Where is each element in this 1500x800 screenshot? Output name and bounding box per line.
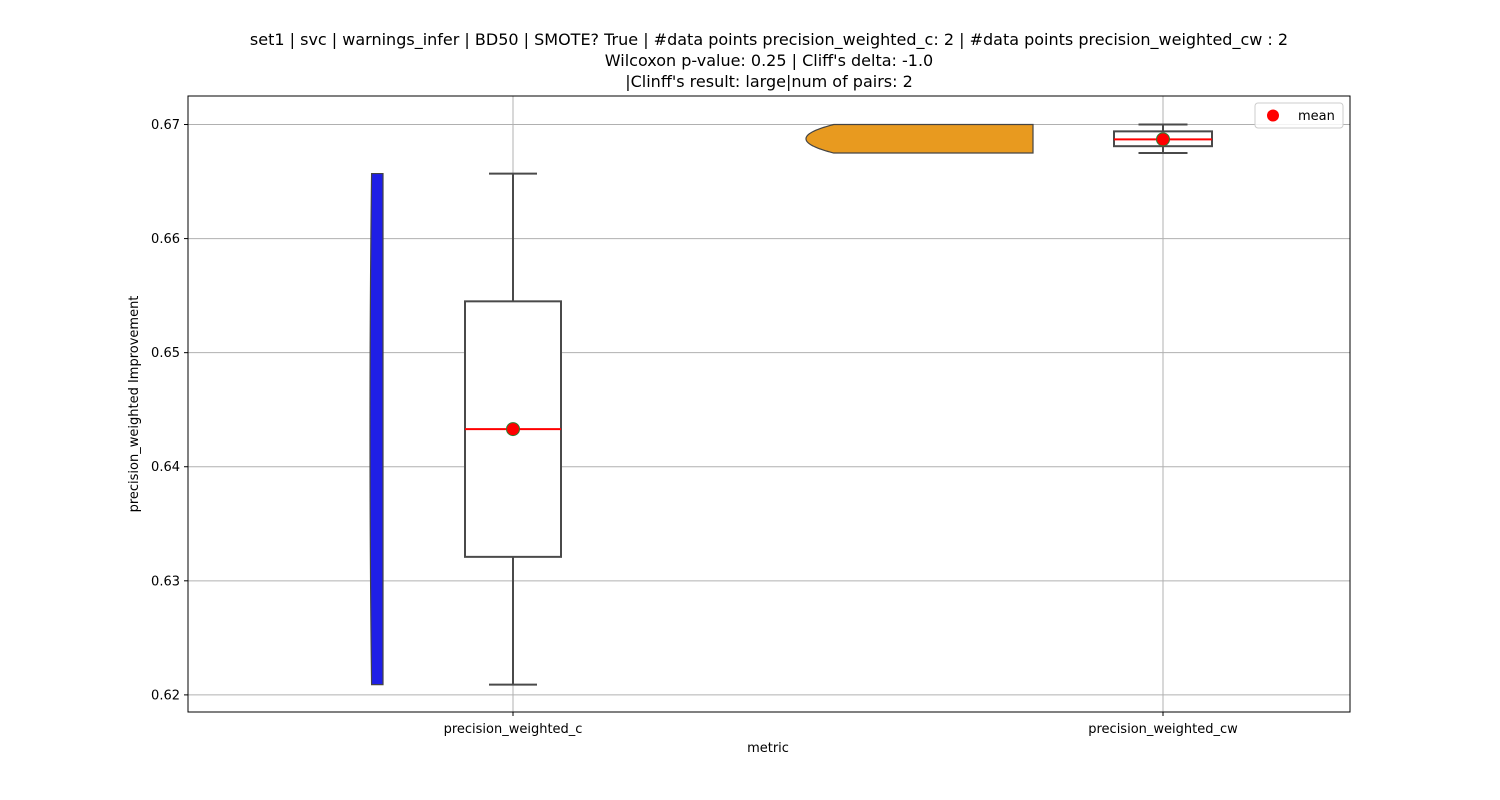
y-tick-label: 0.63: [151, 574, 180, 589]
chart-title-line-3: |Clinff's result: large|num of pairs: 2: [625, 72, 913, 91]
y-tick-label: 0.67: [151, 118, 180, 133]
y-axis-label: precision_weighted Improvement: [127, 296, 142, 513]
violin-precision_weighted_c: [369, 172, 384, 686]
legend-mean-marker: [1267, 109, 1279, 122]
x-axis-label: metric: [747, 741, 789, 756]
chart-title-line-2: Wilcoxon p-value: 0.25 | Cliff's delta: …: [604, 51, 934, 70]
y-tick-label: 0.62: [151, 688, 180, 703]
x-tick-label: precision_weighted_c: [444, 722, 583, 737]
grid-layer: [188, 96, 1350, 712]
y-tick-label: 0.66: [151, 232, 180, 247]
axis-layer: 0.62 0.63 0.64 0.65 0.66 0.67 precision_weight…: [151, 118, 1238, 737]
mean-marker: [506, 422, 520, 437]
legend-frame: [1254, 102, 1344, 129]
violin-precision_weighted_cw: [805, 123, 1034, 154]
data-layer: [369, 123, 1213, 686]
y-tick-label: 0.64: [151, 460, 180, 475]
legend-mean-label: mean: [1298, 109, 1335, 124]
y-tick-label: 0.65: [151, 346, 180, 361]
plot-frame: [187, 95, 1351, 713]
mean-marker: [1156, 132, 1170, 147]
x-tick-label: precision_weighted_cw: [1088, 722, 1238, 737]
chart-title-line-1: set1 | svc | warnings_infer | BD50 | SMO…: [249, 30, 1289, 49]
legend: mean: [1254, 102, 1344, 129]
